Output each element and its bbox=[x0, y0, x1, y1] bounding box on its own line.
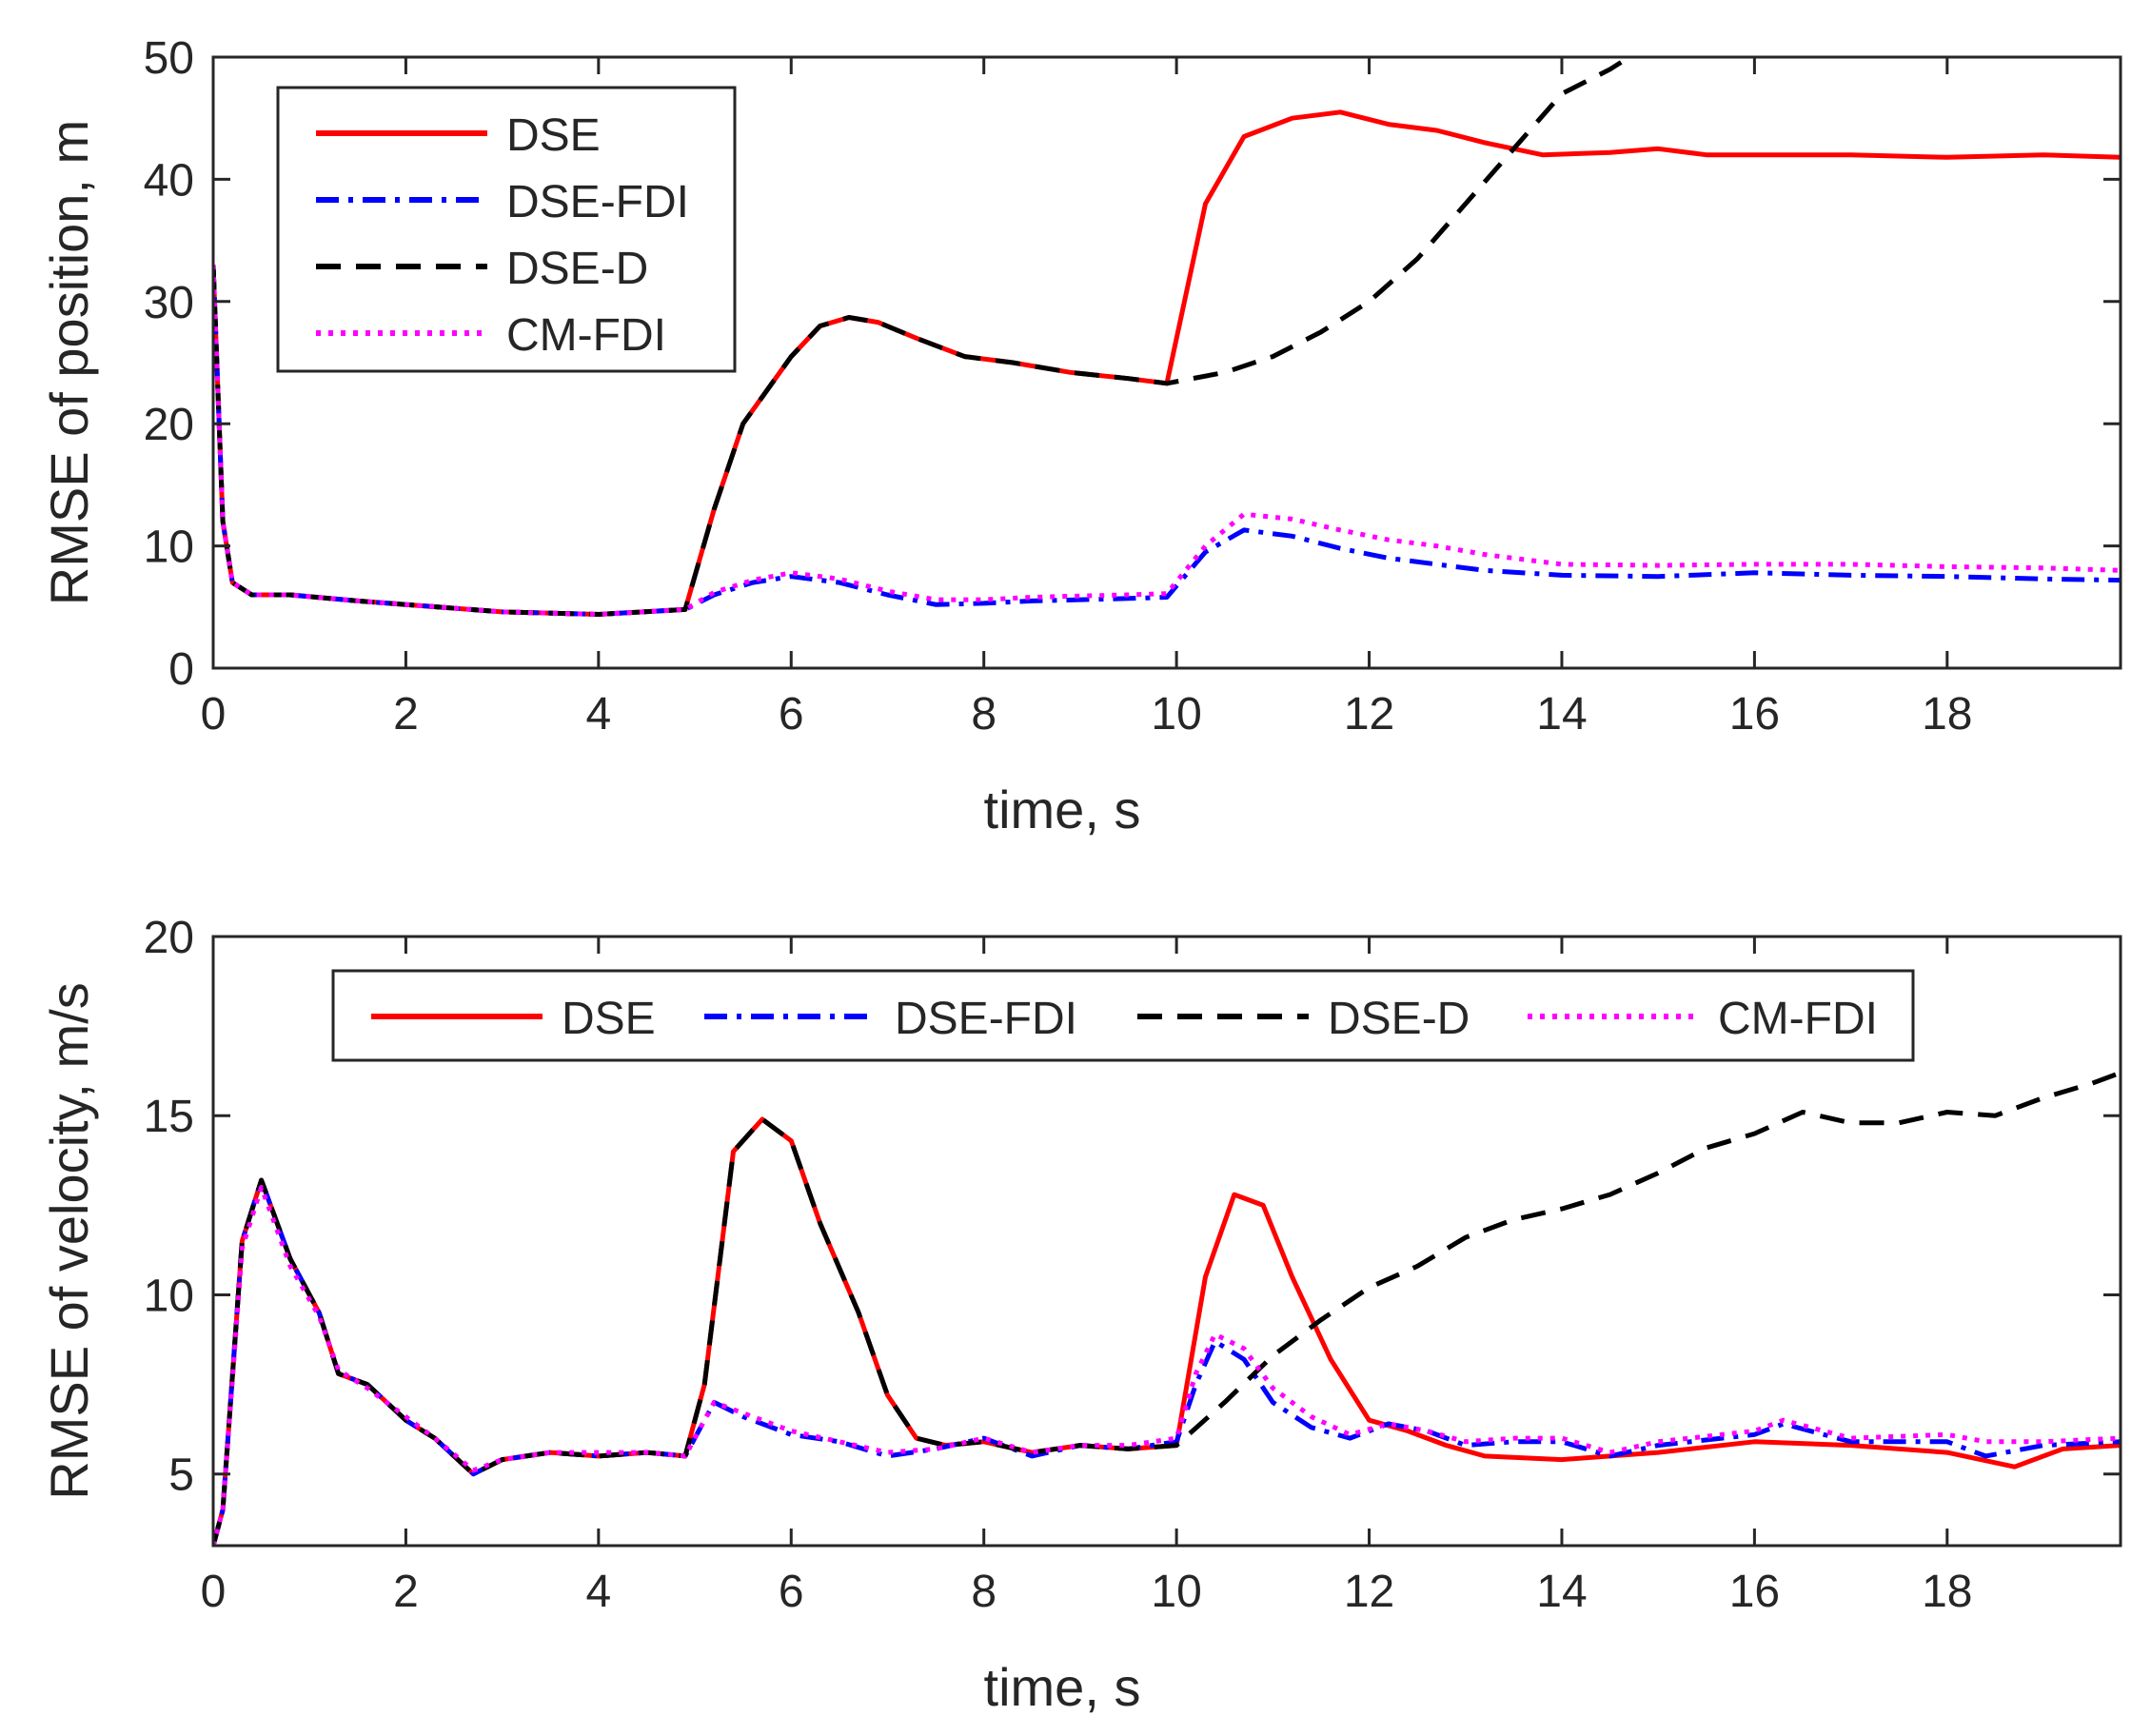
velocity-xtick-label: 0 bbox=[201, 1567, 227, 1617]
position-ytick-label: 50 bbox=[144, 33, 194, 84]
position-legend-label-dse-fdi: DSE-FDI bbox=[506, 177, 689, 227]
velocity-ylabel: RMSE of velocity, m/s bbox=[39, 982, 99, 1500]
position-xtick-label: 12 bbox=[1344, 689, 1394, 740]
velocity-legend-label-cm-fdi: CM-FDI bbox=[1718, 994, 1878, 1044]
velocity-xtick-label: 10 bbox=[1151, 1567, 1201, 1617]
position-axes-box bbox=[211, 55, 2122, 670]
velocity-xtick-label: 16 bbox=[1729, 1567, 1780, 1617]
velocity-panel: 0 2 4 6 8 10 12 14 16 18 5 10 15 20 time, s RMSE of v… bbox=[39, 913, 2122, 1717]
position-xtick-label: 2 bbox=[393, 689, 419, 740]
position-legend-label-dse-d: DSE-D bbox=[506, 244, 648, 294]
position-ytick-label: 40 bbox=[144, 155, 194, 206]
velocity-ytick-label: 20 bbox=[144, 913, 194, 963]
position-panel: 0 2 4 6 8 10 12 14 16 18 0 10 20 30 40 50 time, s RMSE … bbox=[39, 33, 2122, 839]
velocity-plot-area bbox=[213, 1070, 2121, 1546]
position-plot-area bbox=[213, 57, 2121, 617]
velocity-legend-label-dse-fdi: DSE-FDI bbox=[895, 994, 1077, 1044]
velocity-ytick-label: 15 bbox=[144, 1092, 194, 1142]
velocity-xtick-label: 12 bbox=[1344, 1567, 1394, 1617]
position-ytick-label: 10 bbox=[144, 523, 194, 573]
position-ytick-label: 0 bbox=[168, 644, 194, 695]
velocity-axes-box bbox=[211, 935, 2122, 1548]
position-legend-label-cm-fdi: CM-FDI bbox=[506, 310, 666, 361]
position-series-cm-fdi bbox=[213, 265, 2121, 617]
velocity-ytick-label: 10 bbox=[144, 1271, 194, 1321]
position-legend: DSE DSE-FDI DSE-D CM-FDI bbox=[276, 86, 737, 373]
position-xtick-label: 4 bbox=[585, 689, 611, 740]
velocity-series-cm-fdi bbox=[213, 1185, 2121, 1546]
position-ytick-label: 30 bbox=[144, 278, 194, 328]
position-xlabel: time, s bbox=[984, 779, 1141, 839]
velocity-legend-label-dse: DSE bbox=[562, 994, 656, 1044]
position-series-dse-d bbox=[213, 57, 1631, 617]
position-legend-label-dse: DSE bbox=[506, 110, 601, 161]
velocity-series-dse-fdi bbox=[213, 1177, 2121, 1546]
position-ticks: 0 2 4 6 8 10 12 14 16 18 0 10 20 30 40 50 bbox=[144, 33, 2121, 740]
velocity-ticks: 0 2 4 6 8 10 12 14 16 18 5 10 15 20 bbox=[144, 913, 2121, 1617]
position-xtick-label: 8 bbox=[971, 689, 997, 740]
velocity-xtick-label: 4 bbox=[585, 1567, 611, 1617]
position-xtick-label: 16 bbox=[1729, 689, 1780, 740]
position-xtick-label: 14 bbox=[1536, 689, 1587, 740]
velocity-legend-box bbox=[331, 969, 1915, 1062]
position-xtick-label: 0 bbox=[201, 689, 227, 740]
velocity-xtick-label: 2 bbox=[393, 1567, 419, 1617]
velocity-ytick-label: 5 bbox=[168, 1450, 194, 1501]
velocity-xtick-label: 14 bbox=[1536, 1567, 1587, 1617]
position-xtick-label: 10 bbox=[1151, 689, 1201, 740]
velocity-xtick-label: 8 bbox=[971, 1567, 997, 1617]
position-ytick-label: 20 bbox=[144, 400, 194, 450]
position-ylabel: RMSE of position, m bbox=[39, 120, 99, 605]
position-xtick-label: 18 bbox=[1922, 689, 1972, 740]
velocity-xlabel: time, s bbox=[984, 1657, 1141, 1717]
velocity-legend: DSE DSE-FDI DSE-D CM-FDI bbox=[331, 969, 1915, 1062]
velocity-legend-label-dse-d: DSE-D bbox=[1328, 994, 1470, 1044]
velocity-xtick-label: 6 bbox=[779, 1567, 804, 1617]
position-xtick-label: 6 bbox=[779, 689, 804, 740]
velocity-xtick-label: 18 bbox=[1922, 1567, 1972, 1617]
